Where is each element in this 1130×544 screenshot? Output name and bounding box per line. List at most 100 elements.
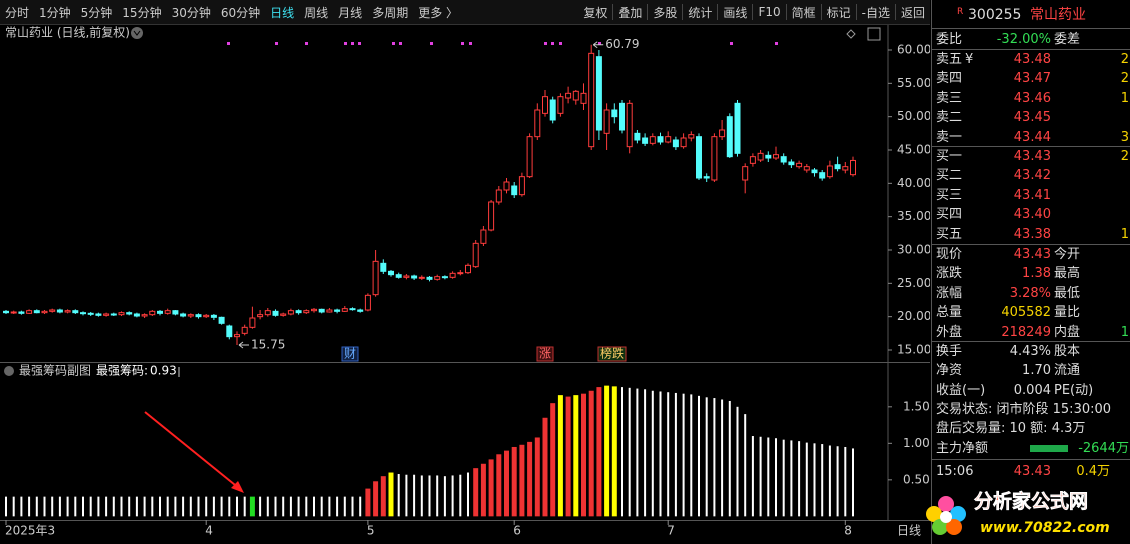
logo-petal: [926, 506, 942, 522]
bar: [682, 393, 685, 517]
stock-code: 300255: [968, 7, 1022, 23]
bar: [266, 496, 269, 517]
chart-title: 常山药业 (日线,前复权): [5, 25, 130, 40]
bar: [628, 387, 631, 517]
candle-body: [141, 314, 148, 317]
candle-body: [149, 310, 156, 316]
event-label[interactable]: 财: [344, 347, 356, 361]
toolbar-button[interactable]: 画线: [723, 5, 748, 20]
book-label: 买三: [936, 187, 963, 203]
x-tick-label: 4: [205, 524, 213, 538]
book-price: 43.44: [1013, 129, 1051, 145]
toolbar-button[interactable]: 60分钟: [220, 5, 261, 20]
bar: [189, 496, 192, 517]
separator: [932, 146, 1130, 147]
bar: [143, 496, 146, 517]
candle-body: [334, 309, 341, 312]
bar: [105, 496, 108, 517]
bar: [565, 396, 571, 517]
toolbar-button[interactable]: 分时: [5, 5, 30, 20]
bar: [12, 496, 15, 517]
toolbar-button[interactable]: 多周期: [372, 5, 409, 20]
toolbar-button[interactable]: 更多 〉: [418, 5, 459, 20]
value: -32.00%: [996, 32, 1051, 47]
event-box[interactable]: [536, 346, 554, 362]
bar: [74, 496, 77, 517]
x-tick-label: 5: [367, 524, 375, 538]
y-tick-label: 25.00: [897, 276, 930, 290]
y-tick-label: 30.00: [897, 243, 930, 257]
toolbar-button[interactable]: 月线: [338, 5, 363, 20]
event-label[interactable]: 榜跌: [600, 346, 624, 361]
y-tick-label: 1.00: [903, 436, 930, 450]
toolbar-button[interactable]: F10: [758, 5, 781, 19]
bar: [220, 496, 223, 517]
bar: [97, 496, 100, 517]
stat-extra: 1: [1120, 324, 1129, 340]
event-dot: [344, 42, 347, 45]
toolbar-button[interactable]: 30分钟: [171, 5, 211, 20]
candle-body: [133, 313, 140, 317]
candle-body: [126, 312, 133, 315]
toolbar-button[interactable]: 周线: [304, 5, 329, 20]
title-dropdown[interactable]: [131, 27, 143, 39]
candle-body: [195, 314, 202, 318]
bar: [20, 496, 23, 517]
stat-value: 0.004: [1013, 382, 1051, 398]
toolbar-button[interactable]: 简框: [791, 5, 816, 20]
label: 委比: [936, 32, 963, 47]
status: 盘后交易量: 10 额: 4.3万: [936, 421, 1086, 437]
toolbar-button[interactable]: 标记: [826, 5, 851, 20]
flow-bar: [1030, 445, 1068, 452]
indicator-label: 最强筹码:: [96, 364, 148, 378]
stat-value: 1.38: [1022, 266, 1051, 282]
event-dot: [351, 42, 354, 45]
candle-body: [364, 294, 371, 311]
window-icon[interactable]: [867, 27, 881, 41]
stat-value: 4.43%: [1009, 344, 1051, 359]
toolbar-button[interactable]: 日线: [270, 5, 295, 20]
bar: [35, 496, 38, 517]
logo-petal: [938, 496, 954, 512]
sub-dropdown[interactable]: [4, 366, 14, 376]
candle-body: [3, 310, 9, 314]
toolbar-button[interactable]: 统计: [688, 5, 713, 20]
chart-area: 常山药业 (日线,前复权) 财 涨 榜跌 最强筹码副图 最强筹码: 0.93 日…: [0, 24, 930, 538]
low-arrow: [238, 341, 249, 349]
stat-value: 3.28%: [1009, 285, 1051, 301]
bar: [782, 439, 785, 517]
bar: [813, 443, 816, 517]
bar: [159, 496, 161, 517]
bar: [436, 475, 439, 517]
candle-body: [757, 152, 764, 161]
bar: [573, 395, 579, 517]
bar: [5, 496, 7, 517]
diamond-icon[interactable]: [846, 29, 856, 39]
toolbar-button[interactable]: 多股: [653, 5, 678, 20]
separator: [932, 341, 1130, 342]
candle-body: [303, 310, 310, 314]
toolbar-button[interactable]: 叠加: [618, 5, 643, 20]
book-price: 43.43: [1013, 149, 1051, 164]
toolbar-button[interactable]: 1分钟: [39, 5, 71, 20]
event-label[interactable]: 涨: [539, 346, 551, 361]
toolbar-button[interactable]: 复权: [583, 5, 608, 20]
y-tick-label: 45.00: [897, 143, 930, 157]
book-label: 卖一: [936, 129, 963, 145]
toolbar-button[interactable]: -自选: [861, 5, 890, 20]
bar: [174, 496, 177, 517]
candle-body: [765, 154, 772, 159]
event-box[interactable]: [341, 346, 359, 362]
toolbar-button[interactable]: 返回: [900, 5, 925, 20]
toolbar-button[interactable]: 15分钟: [122, 5, 162, 20]
candle-body: [588, 52, 595, 148]
bar: [112, 496, 115, 517]
candle-body: [472, 242, 479, 268]
event-box[interactable]: [597, 346, 627, 362]
bar: [767, 437, 770, 517]
x-tick-label: 7: [667, 524, 675, 538]
bar: [705, 397, 708, 517]
toolbar-button[interactable]: 5分钟: [80, 5, 113, 20]
book-label: 卖五: [936, 52, 963, 67]
candle-body: [495, 189, 502, 203]
